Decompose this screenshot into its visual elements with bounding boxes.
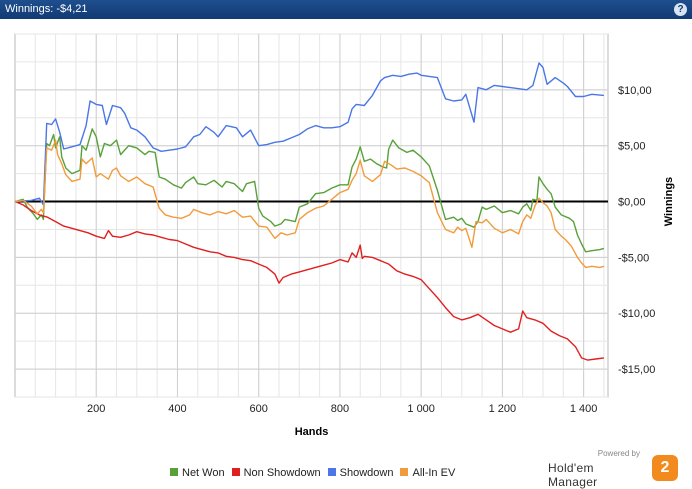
x-axis-title: Hands (295, 426, 329, 438)
window-titlebar: Winnings: -$4,21 ? (0, 0, 692, 19)
series-line-showdown (14, 62, 604, 206)
x-tick-label: 400 (168, 403, 186, 415)
y-tick-label: $0,00 (618, 197, 646, 209)
legend-label: Net Won (182, 467, 225, 479)
legend-swatch (170, 468, 178, 476)
y-tick-label: $10,00 (618, 85, 652, 97)
chart-legend: Net Won Non Showdown Showdown All-In EV (170, 467, 462, 481)
legend-label: Non Showdown (243, 467, 321, 479)
y-tick-label: -$15,00 (618, 364, 655, 376)
winnings-chart: 200 400 600 800 1 000 1 200 1 400 $10,00 $5,00 $0… (14, 33, 675, 438)
legend-item[interactable]: All-In EV (400, 467, 455, 479)
x-tick-label: 1 200 (489, 403, 517, 415)
y-axis-title: Winnings (663, 177, 675, 226)
y-tick-label: -$10,00 (618, 308, 655, 320)
brand-name: Hold'em Manager (548, 461, 598, 489)
legend-label: All-In EV (412, 467, 456, 479)
series-line-all-in-ev (14, 139, 605, 269)
series-line-net-won (14, 128, 605, 253)
window-title: Winnings: -$4,21 (5, 3, 88, 15)
y-tick-label: -$5,00 (618, 252, 649, 264)
brand-logo-icon: 2 (652, 455, 678, 481)
legend-swatch (231, 468, 240, 476)
question-icon[interactable]: ? (674, 3, 687, 16)
legend-swatch (400, 468, 409, 476)
legend-label: Showdown (339, 467, 394, 479)
plot-area (14, 33, 609, 398)
x-tick-label: 800 (331, 403, 349, 415)
y-tick-label: $5,00 (618, 141, 646, 153)
brand-block: Powered by Hold'em Manager 2 (548, 449, 678, 489)
legend-swatch (327, 468, 336, 476)
x-tick-label: 1 400 (570, 403, 598, 415)
legend-item[interactable]: Non Showdown (231, 467, 321, 479)
x-tick-label: 1 000 (407, 403, 435, 415)
legend-item[interactable]: Showdown (327, 467, 394, 479)
legend-item[interactable]: Net Won (170, 467, 225, 479)
brand-powered-text: Powered by (597, 449, 640, 458)
series-line-non-showdown (14, 200, 604, 361)
x-tick-label: 200 (87, 403, 105, 415)
x-tick-label: 600 (250, 403, 268, 415)
